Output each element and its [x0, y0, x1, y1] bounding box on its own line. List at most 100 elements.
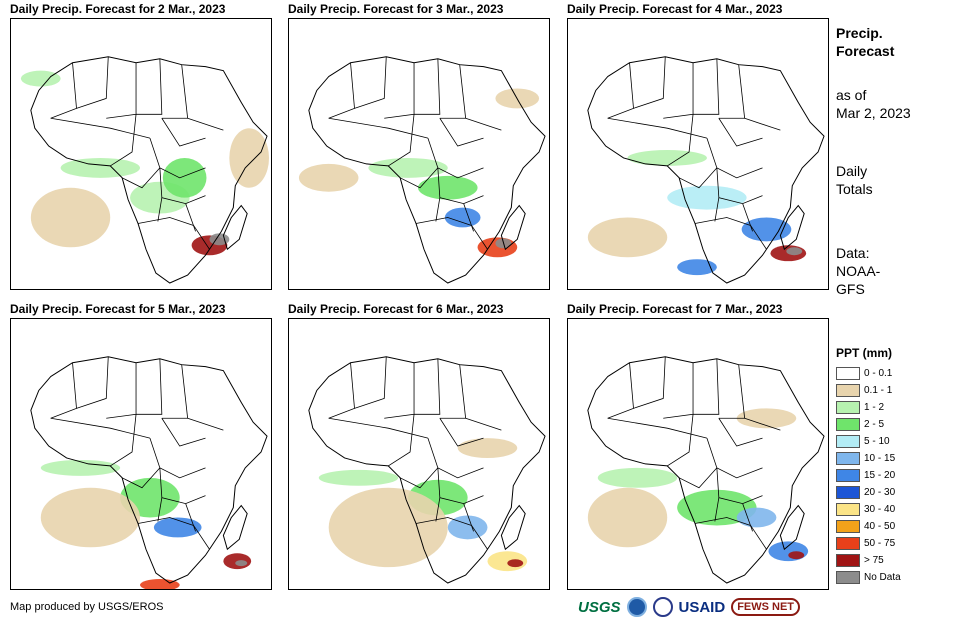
- precip-area: [298, 163, 359, 192]
- precip-area: [444, 207, 481, 228]
- country-border: [633, 356, 666, 409]
- precip-area: [768, 541, 809, 562]
- country-border: [76, 56, 109, 109]
- panel-title: Daily Precip. Forecast for 2 Mar., 2023: [10, 2, 226, 16]
- legend-swatch: [836, 367, 860, 380]
- noaa-logo: [626, 597, 647, 617]
- country-border: [465, 417, 502, 431]
- country-border: [439, 118, 484, 147]
- country-border: [471, 525, 488, 550]
- logo-strip: USGS USAID FEWS NET: [578, 594, 801, 620]
- as-of-value: Mar 2, 2023: [836, 105, 911, 121]
- precip-area: [20, 70, 61, 87]
- precip-area: [318, 469, 399, 486]
- legend-label: 5 - 10: [864, 436, 890, 447]
- country-border: [149, 137, 206, 179]
- precip-area: [597, 467, 678, 488]
- country-border: [427, 137, 484, 179]
- precip-area: [736, 408, 797, 429]
- country-border: [750, 225, 767, 250]
- legend-item: 30 - 40: [836, 501, 956, 518]
- forecast-panel-1: Daily Precip. Forecast for 2 Mar., 2023: [10, 2, 272, 292]
- heading-line-1: Precip.: [836, 25, 883, 41]
- country-border: [678, 467, 718, 489]
- data-line-1: Data:: [836, 245, 870, 261]
- country-border: [694, 517, 751, 526]
- precip-area: [368, 157, 448, 178]
- precip-area: [162, 157, 207, 198]
- legend-item: 2 - 5: [836, 416, 956, 433]
- country-border: [471, 225, 488, 250]
- legend-swatch: [836, 520, 860, 533]
- country-border: [185, 503, 196, 532]
- legend-label: 2 - 5: [864, 419, 885, 430]
- legend-label: 40 - 50: [864, 521, 896, 532]
- country-border: [121, 167, 161, 189]
- country-border: [149, 437, 206, 479]
- precip-area: [447, 515, 488, 540]
- country-border: [607, 117, 708, 139]
- legend-swatch: [836, 384, 860, 397]
- country-border: [439, 418, 484, 447]
- madagascar-outline: [222, 204, 248, 251]
- legend-item: 1 - 2: [836, 399, 956, 416]
- forecast-panel-3: Daily Precip. Forecast for 4 Mar., 2023: [567, 2, 829, 292]
- precip-area: [140, 579, 180, 589]
- country-border: [415, 517, 472, 526]
- africa-outline: [587, 356, 825, 584]
- country-border: [607, 62, 634, 119]
- country-border: [714, 497, 720, 522]
- country-border: [437, 467, 484, 505]
- legend-swatch: [836, 537, 860, 550]
- precip-area: [677, 259, 717, 276]
- madagascar-outline: [779, 504, 805, 551]
- precip-map: [10, 18, 272, 290]
- legend-item: 40 - 50: [836, 518, 956, 535]
- country-border: [328, 417, 429, 439]
- daily-line-1: Daily: [836, 163, 868, 179]
- country-border: [110, 114, 137, 167]
- legend-item: 15 - 20: [836, 467, 956, 484]
- legend-swatch: [836, 401, 860, 414]
- country-border: [185, 203, 196, 232]
- panel-title: Daily Precip. Forecast for 7 Mar., 2023: [567, 302, 783, 316]
- country-border: [157, 197, 163, 222]
- data-line-2: NOAA-: [836, 263, 881, 279]
- as-of-date: as of Mar 2, 2023: [836, 86, 911, 122]
- country-border: [415, 217, 472, 226]
- legend-item: 0.1 - 1: [836, 382, 956, 399]
- precip-area: [587, 217, 668, 258]
- precip-area: [587, 487, 668, 548]
- country-border: [159, 467, 206, 505]
- legend-item: 20 - 30: [836, 484, 956, 501]
- country-border: [136, 358, 163, 415]
- precip-area: [741, 217, 792, 242]
- legend-label: > 75: [864, 555, 884, 566]
- precip-area: [40, 459, 121, 476]
- legend-label: 50 - 75: [864, 538, 896, 549]
- daily-line-2: Totals: [836, 181, 873, 197]
- country-border: [121, 467, 161, 489]
- country-border: [744, 117, 781, 131]
- legend-rows: 0 - 0.1 0.1 - 1 1 - 2 2 - 5 5 - 10 10 - 15 15 …: [836, 365, 956, 586]
- as-of-label: as of: [836, 87, 867, 103]
- country-border: [667, 114, 694, 167]
- country-border: [435, 497, 441, 522]
- country-border: [399, 467, 439, 489]
- precip-map: [288, 18, 550, 290]
- forecast-panel-5: Daily Precip. Forecast for 6 Mar., 2023: [288, 302, 550, 592]
- country-border: [607, 417, 708, 439]
- precip-area: [60, 157, 141, 178]
- data-line-3: GFS: [836, 281, 865, 297]
- country-border: [706, 437, 763, 479]
- precip-area: [30, 187, 111, 248]
- country-border: [136, 58, 163, 115]
- country-border: [354, 56, 387, 109]
- precip-area: [786, 247, 803, 256]
- precip-area: [328, 487, 448, 568]
- legend-swatch: [836, 435, 860, 448]
- country-border: [714, 197, 720, 222]
- precip-map: [567, 18, 829, 290]
- legend-item: 0 - 0.1: [836, 365, 956, 382]
- legend-title: PPT (mm): [836, 346, 893, 360]
